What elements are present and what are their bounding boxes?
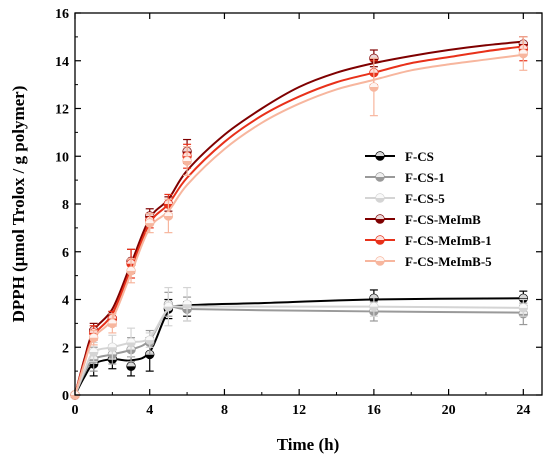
legend-item: F-CS-5 bbox=[365, 191, 445, 206]
data-point-half bbox=[183, 157, 192, 162]
data-point-half bbox=[127, 266, 136, 271]
data-point-half bbox=[145, 336, 154, 341]
data-point-half bbox=[519, 49, 528, 54]
data-point-half bbox=[369, 83, 378, 88]
y-tick-label: 16 bbox=[55, 7, 69, 22]
data-point-half bbox=[145, 219, 154, 224]
legend-item: F-CS-MeImB-5 bbox=[365, 254, 492, 269]
y-tick-label: 6 bbox=[62, 246, 69, 261]
data-point-half bbox=[89, 333, 98, 338]
fit-line bbox=[74, 45, 524, 396]
y-tick-label: 4 bbox=[62, 294, 69, 309]
series-F-CS-5 bbox=[70, 286, 529, 400]
y-tick-label: 10 bbox=[55, 150, 69, 165]
data-point-half bbox=[164, 211, 173, 216]
x-tick-label: 12 bbox=[292, 403, 306, 418]
data-point-half bbox=[369, 302, 378, 307]
x-tick-label: 0 bbox=[72, 403, 79, 418]
series-F-CS-1 bbox=[70, 291, 529, 400]
data-point-half bbox=[127, 362, 136, 367]
y-tick-label: 14 bbox=[55, 55, 69, 70]
data-point-half bbox=[519, 294, 528, 299]
legend-item: F-CS-1 bbox=[365, 170, 445, 185]
legend-marker-half bbox=[376, 194, 384, 198]
series-layer bbox=[70, 36, 529, 400]
y-tick-label: 0 bbox=[62, 389, 69, 404]
legend-marker-half bbox=[376, 236, 384, 240]
x-axis-title: Time (h) bbox=[277, 435, 340, 454]
legend-item: F-CS bbox=[365, 149, 434, 164]
x-tick-label: 4 bbox=[146, 403, 153, 418]
data-point-half bbox=[183, 300, 192, 305]
x-tick-label: 16 bbox=[367, 403, 381, 418]
data-point-half bbox=[89, 348, 98, 353]
fit-line bbox=[74, 305, 524, 396]
legend-item: F-CS-MeImB bbox=[365, 212, 481, 227]
legend-item: F-CS-MeImB-1 bbox=[365, 233, 492, 248]
legend-label: F-CS-5 bbox=[405, 191, 445, 206]
legend-marker-half bbox=[376, 257, 384, 261]
x-tick-label: 8 bbox=[221, 403, 228, 418]
data-point-half bbox=[108, 319, 117, 324]
legend-label: F-CS-1 bbox=[405, 170, 445, 185]
x-tick-label: 20 bbox=[442, 403, 456, 418]
legend-marker-half bbox=[376, 152, 384, 156]
y-tick-label: 12 bbox=[55, 103, 69, 118]
legend-label: F-CS-MeImB-1 bbox=[405, 233, 492, 248]
legend-label: F-CS-MeImB-5 bbox=[405, 254, 492, 269]
data-point-half bbox=[108, 343, 117, 348]
fit-line bbox=[74, 40, 524, 396]
legend-marker-half bbox=[376, 215, 384, 219]
data-point-half bbox=[127, 338, 136, 343]
y-tick-label: 8 bbox=[62, 198, 69, 213]
legend: F-CS F-CS-1 F-CS-5 F-CS-MeImB F-CS-MeImB-1 F-… bbox=[365, 149, 492, 269]
y-tick-label: 2 bbox=[62, 341, 69, 356]
plot-frame bbox=[74, 12, 543, 396]
fit-line bbox=[74, 53, 524, 396]
data-point-half bbox=[164, 302, 173, 307]
legend-label: F-CS bbox=[405, 149, 434, 164]
data-point-half bbox=[519, 303, 528, 308]
data-point-half bbox=[369, 54, 378, 59]
x-tick-label: 24 bbox=[516, 403, 530, 418]
legend-marker-half bbox=[376, 173, 384, 177]
fit-line bbox=[74, 305, 524, 396]
y-axis-title: DPPH (μmol Trolox / g polymer) bbox=[9, 86, 28, 323]
legend-label: F-CS-MeImB bbox=[405, 212, 481, 227]
series-F-CS-MeImB-5 bbox=[70, 36, 529, 400]
